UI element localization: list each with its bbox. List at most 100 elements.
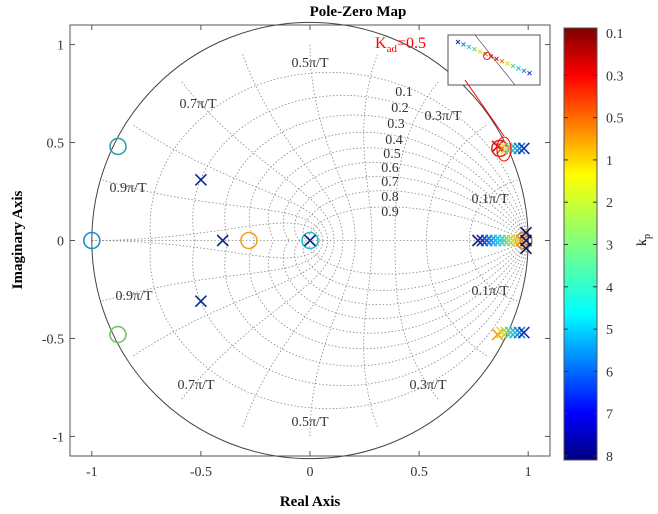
inset-frame [447, 34, 541, 86]
inset-pole-marker [521, 68, 527, 74]
grid-labels: 0.10.20.30.40.50.60.70.80.9 0.5π/T 0.7π/T 0… [109, 56, 508, 430]
zero-marker [109, 137, 127, 156]
frequency-curve [309, 44, 356, 241]
damping-label: 0.2 [391, 101, 409, 116]
zero-marker [301, 231, 319, 250]
x-tick-label: 0.5 [410, 465, 428, 480]
pole-marker [216, 234, 229, 247]
colorbar-tick-label: 0.1 [606, 27, 624, 42]
zero-marker [83, 231, 101, 250]
inset-highlight-ellipse [496, 136, 512, 162]
colorbar-tick-label: 4 [606, 281, 613, 296]
zero-marker [240, 231, 258, 250]
pole-marker [471, 234, 485, 247]
y-tick-label: -1 [52, 430, 64, 445]
y-axis-title: Imaginary Axis [10, 190, 26, 289]
y-tick-label: 1 [57, 39, 64, 54]
pole-marker [495, 142, 509, 155]
damping-curve [282, 161, 529, 241]
colorbar [563, 27, 598, 461]
annotation-value: =0.5 [397, 35, 426, 52]
damping-label: 0.9 [381, 205, 399, 220]
colorbar-tick-label: 3 [606, 239, 613, 254]
x-tick-label: -0.5 [190, 465, 212, 480]
pole-marker [194, 295, 207, 308]
inset-pole-marker [527, 70, 532, 76]
x-tick-label: 0 [307, 465, 314, 480]
unit-circle [91, 21, 529, 460]
colorbar-tick-label: 5 [606, 323, 613, 338]
pole-marker [500, 326, 513, 339]
frequency-label: 0.1π/T [471, 284, 508, 299]
pole-marker [517, 326, 530, 339]
inset-zero-marker [483, 52, 491, 60]
chart-title: Pole-Zero Map [310, 4, 407, 20]
pole-marker [517, 142, 530, 155]
frequency-curve [102, 179, 324, 241]
pole-marker [495, 326, 509, 339]
damping-curve [267, 240, 529, 334]
frequency-label: 0.7π/T [177, 378, 214, 393]
x-tick-label: 1 [525, 465, 532, 480]
damping-label: 0.5 [383, 147, 401, 162]
damping-curve [149, 72, 529, 241]
frequency-curve [363, 54, 378, 241]
frequency-label: 0.3π/T [424, 109, 461, 124]
pole-marker [504, 326, 517, 339]
inset-pole-marker [466, 44, 472, 50]
pole-marker [502, 234, 515, 247]
annotation-k: K [375, 35, 387, 52]
zero-marker [515, 231, 533, 250]
damping-curve [224, 240, 529, 367]
damping-curve [308, 206, 529, 241]
frequency-curve [426, 124, 487, 241]
damping-curve [282, 240, 529, 320]
pole-marker [519, 226, 533, 239]
pole-marker [515, 234, 528, 247]
frequency-curve [133, 240, 329, 357]
pole-marker [493, 234, 506, 247]
frequency-label: 0.9π/T [109, 181, 146, 196]
frequency-curve [426, 240, 487, 357]
colorbar-ticks: 0.1 0.3 0.5 1 2 3 4 5 6 7 8 [564, 27, 624, 465]
frequency-curve [394, 240, 439, 400]
y-tick-label: 0.5 [47, 137, 65, 152]
colorbar-tick-label: 0.5 [606, 112, 624, 127]
inset-pole-marker [494, 56, 499, 62]
pole-marker [513, 326, 526, 339]
annotation-sub: ad [387, 43, 398, 55]
axis-ticks: -1 -0.5 0 0.5 1 1 0.5 0 -0.5 -1 [42, 25, 550, 480]
inset-pole-marker [505, 61, 510, 66]
frequency-curve [363, 240, 378, 427]
pole-marker [485, 234, 498, 247]
pole-marker [480, 234, 493, 247]
damping-curve [308, 240, 529, 275]
pole-marker [500, 142, 513, 155]
colorbar-label: kp [635, 234, 653, 246]
damping-curve [192, 240, 529, 386]
damping-curve [267, 147, 529, 241]
damping-label: 0.8 [381, 190, 399, 205]
frequency-curve [242, 240, 344, 427]
x-axis-title: Real Axis [280, 494, 341, 510]
pole-marker [506, 234, 519, 247]
zero-marker [491, 139, 509, 158]
inset-pole-marker [510, 63, 516, 69]
pole-marker [303, 234, 317, 247]
frequency-curve [102, 240, 324, 302]
damping-label: 0.3 [387, 117, 405, 132]
pole-marker [509, 326, 522, 339]
annotation-label: Kad=0.5 [375, 35, 426, 55]
inset-pole-marker [477, 49, 483, 54]
inset-pole-marker [461, 42, 466, 47]
damping-label: 0.6 [381, 161, 399, 176]
frequency-curve [469, 179, 518, 241]
pole-marker [519, 242, 533, 255]
colorbar-tick-label: 2 [606, 196, 613, 211]
frequency-label: 0.7π/T [179, 97, 216, 112]
inset-marks [455, 39, 532, 76]
colorbar-tick-label: 6 [606, 365, 613, 380]
zgrid [91, 44, 529, 437]
frequency-curve [394, 81, 439, 241]
